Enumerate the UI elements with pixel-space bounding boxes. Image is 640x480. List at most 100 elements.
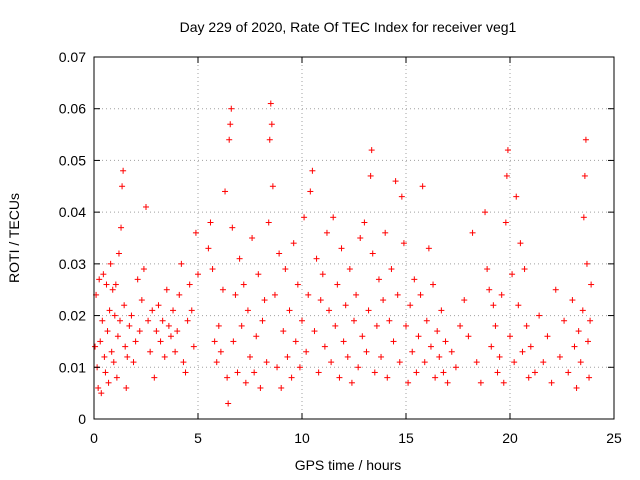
data-point — [113, 374, 120, 381]
data-point — [548, 379, 555, 386]
data-point — [321, 343, 328, 350]
data-point — [311, 328, 318, 335]
data-point — [112, 281, 119, 288]
data-point — [305, 291, 312, 298]
data-point — [415, 333, 422, 340]
data-point — [274, 364, 281, 371]
y-tick-label-7: 0.07 — [59, 49, 86, 65]
y-axis-label: ROTI / TECUs — [6, 193, 22, 283]
data-point — [500, 379, 507, 386]
data-point — [190, 343, 197, 350]
data-point — [452, 364, 459, 371]
data-point — [373, 322, 380, 329]
data-point — [400, 240, 407, 247]
data-point — [296, 364, 303, 371]
plot-frame — [93, 56, 615, 420]
data-point — [257, 384, 264, 391]
data-point — [103, 281, 110, 288]
data-point — [398, 193, 405, 200]
data-point — [421, 359, 428, 366]
data-point — [301, 214, 308, 221]
data-point — [174, 328, 181, 335]
data-point — [536, 312, 543, 319]
data-point — [461, 297, 468, 304]
data-point — [583, 260, 590, 267]
data-point — [147, 348, 154, 355]
x-axis-label: GPS time / hours — [295, 457, 402, 473]
data-point — [457, 322, 464, 329]
x-tick-label-4: 20 — [502, 430, 518, 446]
data-point — [552, 286, 559, 293]
data-point — [386, 317, 393, 324]
data-point — [172, 348, 179, 355]
data-point — [106, 307, 113, 314]
data-point — [482, 209, 489, 216]
data-point — [276, 250, 283, 257]
data-point — [417, 291, 424, 298]
data-point — [288, 374, 295, 381]
data-point — [211, 338, 218, 345]
data-point — [317, 297, 324, 304]
data-point — [107, 260, 114, 267]
data-point — [92, 343, 99, 350]
data-point — [138, 297, 145, 304]
data-point — [465, 333, 472, 340]
data-point — [155, 302, 162, 309]
data-point — [351, 317, 357, 324]
data-point — [159, 317, 166, 324]
data-point — [244, 307, 251, 314]
data-point — [486, 286, 493, 293]
data-point — [165, 322, 172, 329]
data-point — [101, 353, 108, 360]
data-point — [225, 400, 232, 407]
data-point — [170, 307, 177, 314]
data-point — [184, 317, 191, 324]
data-point — [217, 348, 224, 355]
data-point — [396, 359, 403, 366]
data-point — [111, 312, 118, 319]
data-point — [344, 353, 351, 360]
data-point — [577, 359, 584, 366]
data-point — [527, 343, 534, 350]
data-point — [303, 348, 310, 355]
data-point — [436, 353, 443, 360]
data-point — [442, 338, 449, 345]
data-point — [132, 338, 139, 345]
data-point — [323, 229, 330, 236]
data-point — [122, 343, 129, 350]
data-point — [367, 172, 374, 179]
data-point — [180, 359, 187, 366]
data-point — [575, 328, 582, 335]
data-point — [255, 271, 262, 278]
data-point — [488, 343, 495, 350]
data-point — [117, 317, 123, 324]
data-point — [511, 359, 518, 366]
data-point — [182, 369, 189, 376]
data-point — [309, 167, 316, 174]
data-point — [509, 271, 516, 278]
data-point — [394, 291, 401, 298]
data-point — [249, 235, 256, 241]
data-point — [238, 322, 245, 329]
data-point — [96, 276, 103, 283]
data-point — [153, 328, 160, 335]
data-point — [498, 291, 505, 298]
y-tick-label-5: 0.05 — [59, 152, 86, 168]
data-point — [405, 379, 412, 386]
y-tick-labels: 0 0.01 0.02 0.03 0.04 0.05 0.06 0.07 — [59, 49, 86, 427]
data-point — [496, 353, 503, 360]
data-point — [580, 214, 587, 221]
data-point — [523, 322, 530, 329]
x-tick-label-1: 5 — [194, 430, 202, 446]
data-point — [332, 322, 339, 329]
data-point — [192, 229, 199, 236]
x-tick-label-5: 25 — [606, 430, 622, 446]
data-point — [359, 333, 366, 340]
data-point — [502, 219, 509, 226]
data-point — [392, 178, 399, 185]
data-point — [407, 302, 414, 309]
data-point — [334, 281, 341, 288]
data-point — [521, 266, 528, 273]
data-point — [110, 359, 117, 366]
data-point — [186, 281, 193, 288]
